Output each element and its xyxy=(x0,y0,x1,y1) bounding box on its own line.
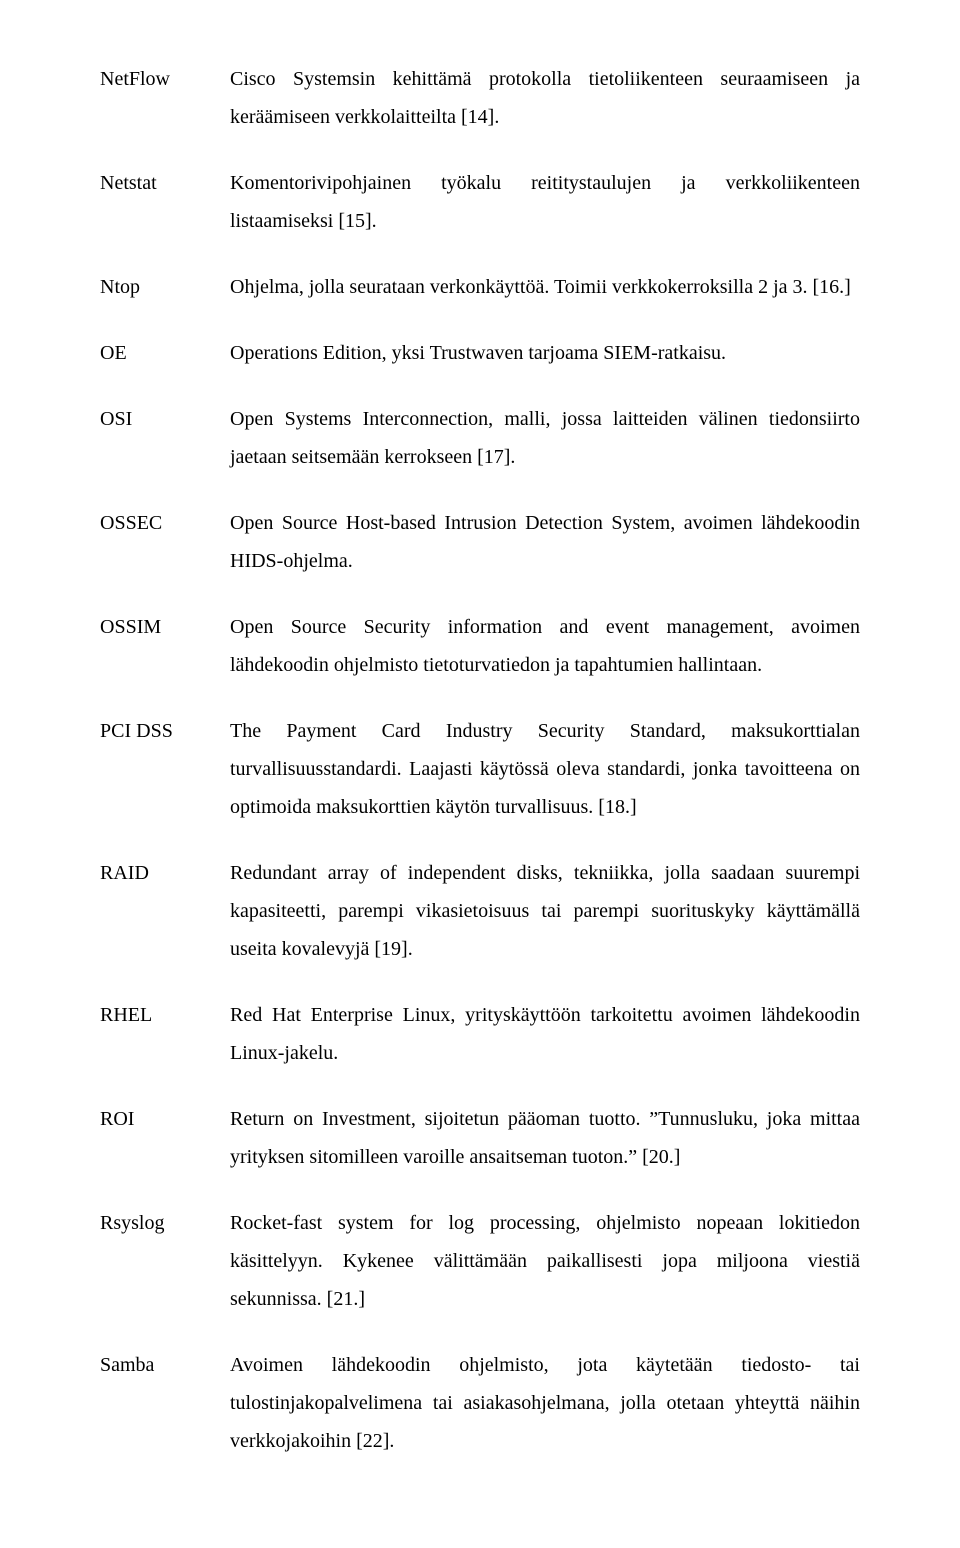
term-definition: Operations Edition, yksi Trustwaven tarj… xyxy=(230,334,860,372)
glossary-entry: OSI Open Systems Interconnection, malli,… xyxy=(100,400,860,476)
term-definition: Rocket-fast system for log processing, o… xyxy=(230,1204,860,1318)
term-definition: Open Source Security information and eve… xyxy=(230,608,860,684)
term-label: OSSIM xyxy=(100,608,230,646)
term-definition: Red Hat Enterprise Linux, yrityskäyttöön… xyxy=(230,996,860,1072)
term-label: RHEL xyxy=(100,996,230,1034)
term-label: Netstat xyxy=(100,164,230,202)
glossary-entry: OSSEC Open Source Host-based Intrusion D… xyxy=(100,504,860,580)
glossary-entry: PCI DSS The Payment Card Industry Securi… xyxy=(100,712,860,826)
glossary-entry: Rsyslog Rocket-fast system for log proce… xyxy=(100,1204,860,1318)
term-label: Rsyslog xyxy=(100,1204,230,1242)
term-definition: Cisco Systemsin kehittämä protokolla tie… xyxy=(230,60,860,136)
term-label: Ntop xyxy=(100,268,230,306)
term-definition: Komentorivipohjainen työkalu reititystau… xyxy=(230,164,860,240)
term-definition: The Payment Card Industry Security Stand… xyxy=(230,712,860,826)
document-page: NetFlow Cisco Systemsin kehittämä protok… xyxy=(0,0,960,1548)
term-definition: Open Source Host-based Intrusion Detecti… xyxy=(230,504,860,580)
term-definition: Redundant array of independent disks, te… xyxy=(230,854,860,968)
term-label: OSSEC xyxy=(100,504,230,542)
term-label: OSI xyxy=(100,400,230,438)
glossary-entry: ROI Return on Investment, sijoitetun pää… xyxy=(100,1100,860,1176)
term-definition: Return on Investment, sijoitetun pääoman… xyxy=(230,1100,860,1176)
glossary-entry: OE Operations Edition, yksi Trustwaven t… xyxy=(100,334,860,372)
term-label: PCI DSS xyxy=(100,712,230,750)
glossary-entry: Ntop Ohjelma, jolla seurataan verkonkäyt… xyxy=(100,268,860,306)
term-label: NetFlow xyxy=(100,60,230,98)
glossary-entry: RAID Redundant array of independent disk… xyxy=(100,854,860,968)
term-label: RAID xyxy=(100,854,230,892)
term-definition: Avoimen lähdekoodin ohjelmisto, jota käy… xyxy=(230,1346,860,1460)
glossary-entry: NetFlow Cisco Systemsin kehittämä protok… xyxy=(100,60,860,136)
glossary-entry: RHEL Red Hat Enterprise Linux, yrityskäy… xyxy=(100,996,860,1072)
glossary-entry: Netstat Komentorivipohjainen työkalu rei… xyxy=(100,164,860,240)
term-label: ROI xyxy=(100,1100,230,1138)
glossary-entry: OSSIM Open Source Security information a… xyxy=(100,608,860,684)
term-definition: Open Systems Interconnection, malli, jos… xyxy=(230,400,860,476)
glossary-entry: Samba Avoimen lähdekoodin ohjelmisto, jo… xyxy=(100,1346,860,1460)
term-definition: Ohjelma, jolla seurataan verkonkäyttöä. … xyxy=(230,268,860,306)
term-label: Samba xyxy=(100,1346,230,1384)
term-label: OE xyxy=(100,334,230,372)
